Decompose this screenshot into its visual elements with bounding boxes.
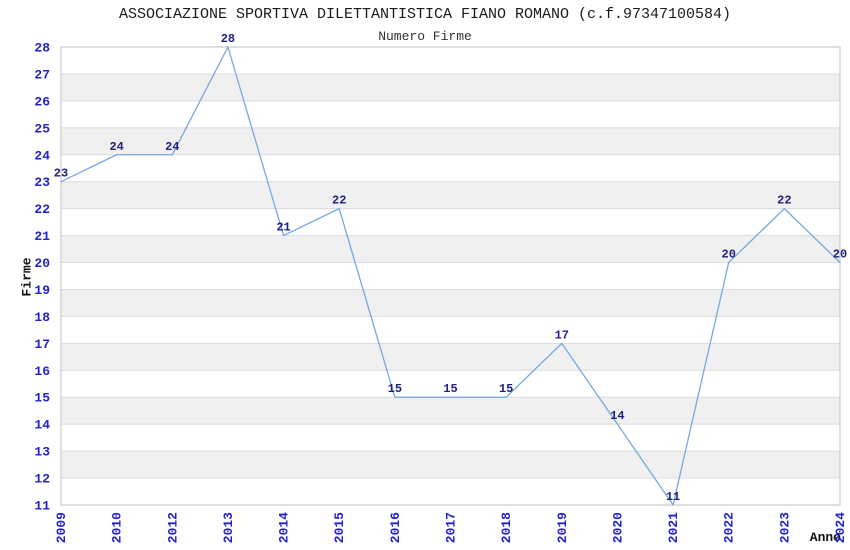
y-tick-label: 28 (34, 41, 50, 56)
y-tick-label: 16 (34, 364, 50, 379)
x-tick-label: 2019 (555, 512, 570, 543)
x-tick-label: 2014 (277, 512, 292, 543)
y-tick-label: 19 (34, 283, 50, 298)
chart-title: ASSOCIAZIONE SPORTIVA DILETTANTISTICA FI… (118, 6, 732, 23)
grid-band (61, 100, 840, 128)
y-tick-label: 25 (34, 121, 50, 136)
y-tick-label: 20 (34, 256, 50, 271)
grid-band (61, 397, 840, 425)
grid-band (61, 47, 840, 74)
grid-band (61, 424, 840, 452)
data-label: 14 (610, 409, 624, 423)
y-tick-label: 18 (34, 310, 50, 325)
x-tick-label: 2021 (666, 512, 681, 543)
data-label: 15 (388, 382, 402, 396)
x-tick-label: 2018 (499, 512, 514, 543)
x-tick-label: 2016 (388, 512, 403, 543)
x-tick-label: 2010 (110, 512, 125, 543)
data-label: 24 (109, 140, 123, 154)
grid-band (61, 343, 840, 371)
grid-band (61, 181, 840, 209)
y-tick-label: 15 (34, 391, 50, 406)
y-tick-label: 23 (34, 175, 50, 190)
grid-band (61, 208, 840, 236)
x-tick-label: 2013 (221, 512, 236, 543)
y-tick-label: 24 (34, 148, 50, 163)
x-tick-label: 2022 (722, 512, 737, 543)
data-label: 15 (443, 382, 457, 396)
data-label: 23 (54, 167, 68, 181)
y-tick-label: 27 (34, 67, 50, 82)
y-tick-label: 26 (34, 94, 50, 109)
y-tick-label: 11 (34, 499, 50, 514)
grid-band (61, 289, 840, 317)
data-label: 15 (499, 382, 513, 396)
y-tick-label: 14 (34, 418, 50, 433)
y-tick-label: 22 (34, 202, 50, 217)
data-label: 21 (276, 221, 290, 235)
chart-subtitle: Numero Firme (378, 29, 472, 44)
grid-band (61, 127, 840, 155)
y-tick-label: 12 (34, 472, 50, 487)
data-label: 22 (332, 194, 346, 208)
y-tick-label: 17 (34, 337, 50, 352)
data-label: 28 (221, 32, 235, 46)
x-tick-label: 2024 (833, 512, 848, 543)
grid-band (61, 262, 840, 290)
data-label: 24 (165, 140, 179, 154)
data-label: 22 (777, 194, 791, 208)
data-label: 20 (833, 248, 847, 262)
x-tick-label: 2012 (165, 512, 180, 543)
plot-border (60, 46, 841, 506)
grid-band (61, 478, 840, 505)
x-tick-label: 2015 (332, 512, 347, 543)
grid-band (61, 316, 840, 344)
grid-band (61, 370, 840, 398)
x-tick-label: 2020 (610, 512, 625, 543)
x-tick-label: 2017 (444, 512, 459, 543)
y-tick-label: 13 (34, 445, 50, 460)
x-tick-label: 2009 (54, 512, 69, 543)
grid-band (61, 451, 840, 479)
grid-band (61, 235, 840, 263)
data-label: 11 (666, 490, 680, 504)
y-tick-label: 21 (34, 229, 50, 244)
data-label: 20 (722, 248, 736, 262)
grid-band (61, 154, 840, 182)
series-line (60, 46, 841, 506)
grid-band (61, 73, 840, 101)
x-tick-label: 2023 (777, 512, 792, 543)
data-label: 17 (555, 328, 569, 342)
x-axis-title: Anno (809, 530, 841, 545)
